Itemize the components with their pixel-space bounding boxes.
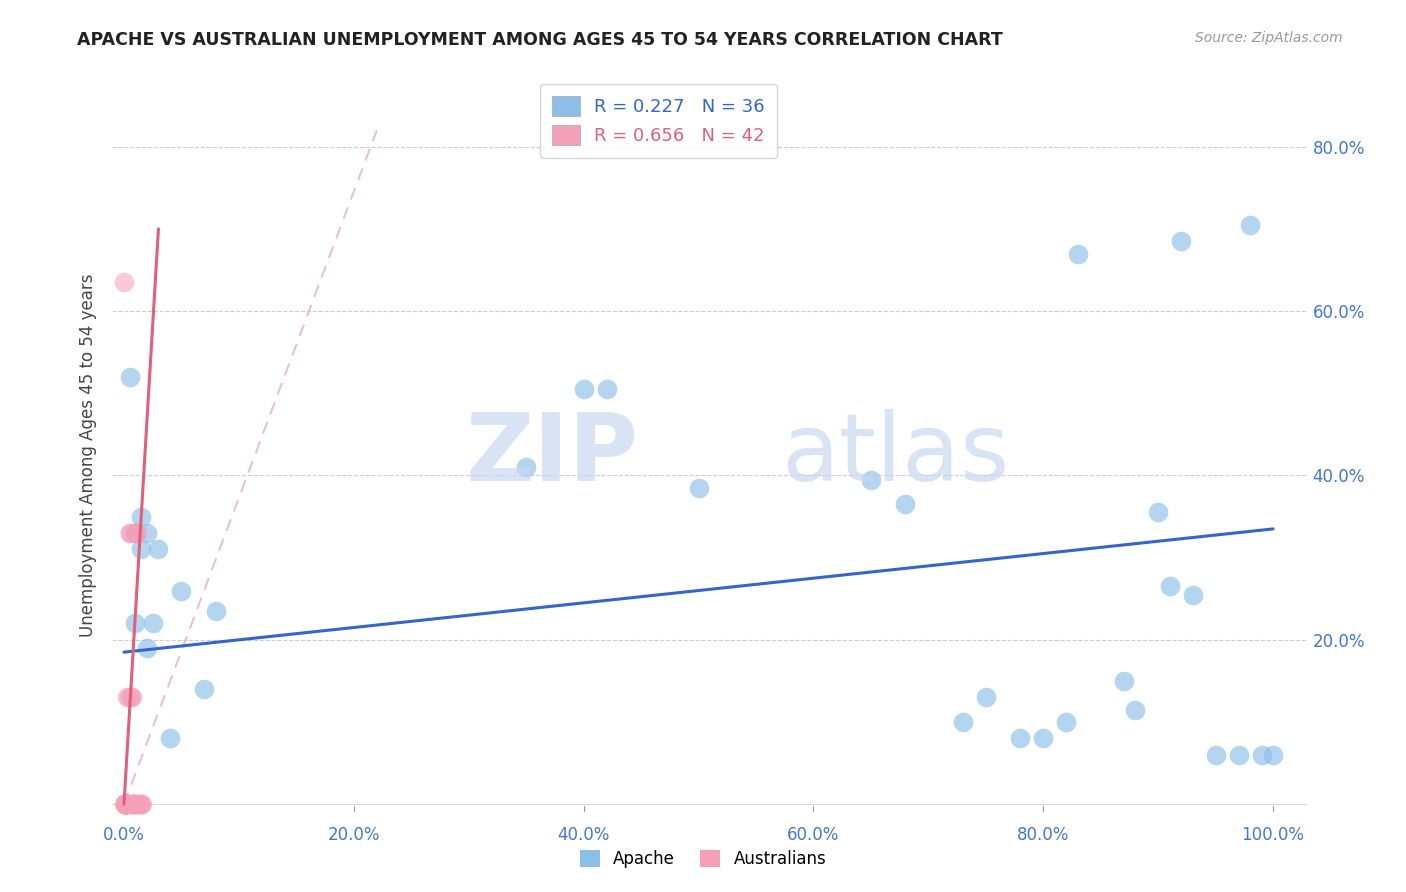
Point [124, 616, 146, 631]
Point [121, 797, 143, 812]
Point [952, 714, 974, 729]
Point [136, 526, 159, 541]
Point [688, 481, 710, 495]
Point [193, 682, 215, 697]
Point [136, 641, 159, 656]
Point [117, 690, 139, 705]
Point [1054, 714, 1077, 729]
Point [1181, 588, 1204, 602]
Point [170, 583, 193, 598]
Point [129, 797, 152, 812]
Point [1067, 246, 1090, 260]
Point [124, 526, 146, 541]
Point [114, 797, 136, 812]
Point [122, 797, 145, 812]
Point [1123, 703, 1146, 717]
Point [129, 509, 152, 524]
Point [1010, 731, 1032, 746]
Point [115, 797, 138, 812]
Point [114, 797, 136, 812]
Point [114, 797, 136, 812]
Point [595, 382, 617, 396]
Point [572, 382, 595, 396]
Point [1250, 747, 1272, 762]
Point [859, 473, 882, 487]
Point [112, 276, 135, 290]
Point [1147, 505, 1170, 519]
Point [124, 797, 146, 812]
Point [120, 797, 142, 812]
Point [142, 616, 165, 631]
Point [205, 604, 228, 618]
Y-axis label: Unemployment Among Ages 45 to 54 years: Unemployment Among Ages 45 to 54 years [79, 273, 97, 637]
Legend: Apache, Australians: Apache, Australians [574, 843, 832, 875]
Point [114, 797, 136, 812]
Point [114, 797, 136, 812]
Point [128, 797, 150, 812]
Point [125, 797, 148, 812]
Point [894, 497, 917, 511]
Point [1159, 579, 1181, 593]
Point [114, 797, 136, 812]
Point [115, 797, 138, 812]
Point [124, 797, 146, 812]
Point [114, 797, 136, 812]
Point [129, 797, 152, 812]
Point [974, 690, 997, 705]
Point [1205, 747, 1227, 762]
Point [117, 797, 139, 812]
Point [114, 797, 136, 812]
Point [118, 526, 141, 541]
Point [114, 797, 136, 812]
Point [115, 797, 138, 812]
Point [131, 797, 153, 812]
Text: APACHE VS AUSTRALIAN UNEMPLOYMENT AMONG AGES 45 TO 54 YEARS CORRELATION CHART: APACHE VS AUSTRALIAN UNEMPLOYMENT AMONG … [77, 31, 1002, 49]
Point [129, 542, 152, 557]
Point [1032, 731, 1054, 746]
Point [1170, 234, 1192, 248]
Point [1239, 218, 1261, 232]
Point [120, 690, 142, 705]
Point [114, 797, 136, 812]
Point [124, 526, 146, 541]
Point [124, 797, 146, 812]
Point [515, 460, 537, 475]
Point [115, 797, 138, 812]
Point [114, 797, 136, 812]
Point [159, 731, 181, 746]
Point [114, 797, 136, 812]
Point [122, 797, 145, 812]
Point [1112, 673, 1135, 688]
Legend: R = 0.227   N = 36, R = 0.656   N = 42: R = 0.227 N = 36, R = 0.656 N = 42 [540, 84, 778, 158]
Text: ZIP: ZIP [465, 409, 638, 501]
Point [1227, 747, 1250, 762]
Point [114, 797, 136, 812]
Point [114, 797, 136, 812]
Point [148, 542, 170, 557]
Point [117, 690, 139, 705]
Point [118, 526, 141, 541]
Point [117, 797, 139, 812]
Point [121, 690, 143, 705]
Point [125, 526, 148, 541]
Text: Source: ZipAtlas.com: Source: ZipAtlas.com [1195, 31, 1343, 45]
Point [118, 369, 141, 384]
Point [127, 797, 149, 812]
Text: atlas: atlas [782, 409, 1010, 501]
Point [1261, 747, 1284, 762]
